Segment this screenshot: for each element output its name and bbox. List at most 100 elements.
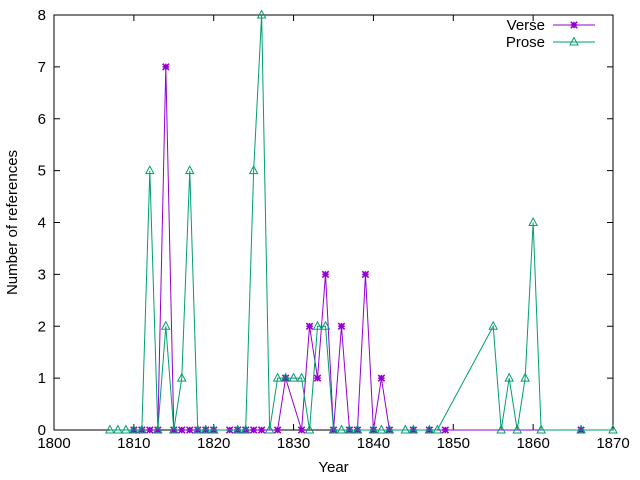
data-point-prose (408, 424, 419, 434)
data-point-prose (512, 424, 523, 434)
data-point-verse (249, 426, 258, 434)
data-point-prose (232, 424, 243, 434)
series-line-prose (109, 14, 613, 431)
y-tick-label: 7 (38, 59, 46, 76)
data-point-prose (105, 424, 115, 434)
data-point-prose (432, 424, 443, 434)
data-point-prose (152, 424, 163, 434)
data-point-verse (178, 426, 186, 434)
data-point-verse (257, 426, 266, 434)
data-point-prose (121, 424, 131, 434)
data-point-prose (208, 424, 219, 434)
marker-stroke (313, 374, 322, 382)
data-point-verse (297, 426, 306, 434)
legend-label-prose: Prose (506, 34, 545, 51)
y-tick-label: 1 (38, 370, 46, 387)
data-point-verse (377, 374, 386, 382)
x-tick-label: 1860 (516, 435, 549, 452)
data-point-prose (248, 165, 259, 175)
marker-stroke (570, 21, 578, 29)
data-point-prose (129, 424, 139, 434)
data-point-prose (288, 372, 299, 382)
data-point-prose (280, 372, 291, 382)
marker-stroke (297, 426, 306, 434)
data-point-prose (240, 424, 251, 434)
plot-frame (53, 14, 614, 431)
x-tick-label: 1810 (117, 435, 150, 452)
x-tick-label: 1820 (197, 435, 230, 452)
series-verse (130, 63, 585, 434)
data-point-verse (162, 63, 170, 71)
data-point-prose (137, 424, 147, 434)
y-tick-label: 8 (38, 7, 46, 24)
marker-stroke (273, 426, 282, 434)
y-tick-label: 4 (38, 215, 46, 232)
data-point-verse (337, 322, 346, 331)
plot-border (53, 14, 614, 431)
marker-stroke (249, 426, 258, 434)
x-tick-label: 1830 (277, 435, 310, 452)
data-point-prose (336, 424, 347, 434)
data-point-prose (384, 424, 395, 434)
data-point-verse (273, 426, 282, 434)
x-tick-label: 1800 (37, 435, 70, 452)
x-tick-label: 1870 (596, 435, 629, 452)
marker-stroke (361, 270, 370, 279)
legend-marker-verse (570, 21, 578, 29)
y-axis-label: Number of references (4, 150, 21, 295)
marker-stroke (441, 426, 450, 434)
data-point-prose (536, 424, 546, 434)
data-point-prose (328, 424, 339, 434)
data-point-prose (160, 320, 171, 330)
y-tick-label: 0 (38, 422, 46, 439)
data-point-prose (200, 424, 211, 434)
data-point-prose (528, 216, 538, 226)
data-point-prose (184, 165, 195, 175)
data-point-verse (305, 322, 314, 331)
data-point-prose (576, 424, 586, 434)
data-point-verse (185, 426, 194, 434)
series-line-verse (133, 66, 582, 431)
marker-stroke (178, 426, 186, 434)
data-point-verse (146, 426, 154, 434)
y-tick-label: 2 (38, 318, 46, 335)
data-point-prose (272, 372, 283, 382)
data-point-verse (321, 270, 330, 279)
data-point-prose (312, 320, 323, 330)
data-point-prose (168, 424, 179, 434)
data-point-prose (376, 424, 387, 434)
data-point-prose (504, 372, 515, 382)
y-tick-label: 3 (38, 266, 46, 283)
series-prose (105, 9, 618, 434)
marker-stroke (305, 322, 314, 331)
marker-stroke (321, 270, 330, 279)
marker-stroke (257, 426, 266, 434)
data-point-prose (296, 372, 307, 382)
data-point-prose (496, 424, 507, 434)
data-point-prose (368, 424, 379, 434)
data-point-prose (488, 320, 499, 330)
marker-stroke (377, 374, 386, 382)
data-point-prose (400, 424, 411, 434)
y-tick-label: 5 (38, 163, 46, 180)
y-tick-label: 6 (38, 111, 46, 128)
marker-stroke (162, 63, 170, 71)
x-tick-label: 1840 (357, 435, 390, 452)
data-point-verse (361, 270, 370, 279)
legend-label-verse: Verse (507, 17, 545, 34)
x-tick-label: 1850 (437, 435, 470, 452)
data-point-prose (264, 424, 275, 434)
data-point-prose (304, 424, 315, 434)
x-axis-label: Year (318, 459, 348, 476)
data-point-prose (520, 372, 530, 382)
data-point-prose (344, 424, 355, 434)
data-point-prose (352, 424, 363, 434)
data-point-prose (176, 372, 187, 382)
legend-marker-prose (569, 36, 579, 46)
data-point-prose (608, 424, 618, 434)
data-point-prose (113, 424, 123, 434)
marker-stroke (185, 426, 194, 434)
